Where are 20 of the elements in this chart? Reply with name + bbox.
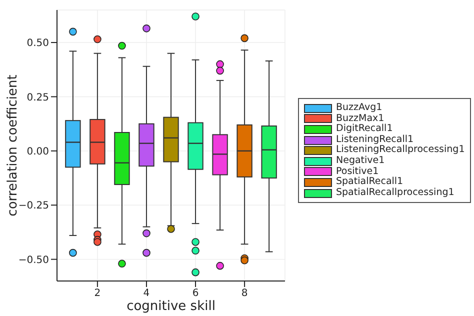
legend-label: ListeningRecallprocessing1 bbox=[336, 144, 465, 156]
y-tick-label: 0.25 bbox=[26, 92, 49, 104]
y-tick-label: 0.50 bbox=[26, 38, 49, 50]
x-axis-title: cognitive skill bbox=[126, 299, 216, 314]
y-tick-label: 0.00 bbox=[26, 146, 49, 158]
x-tick-label: 6 bbox=[192, 288, 199, 300]
legend-label: ListeningRecall1 bbox=[336, 134, 414, 145]
y-tick-label: −0.25 bbox=[18, 200, 49, 212]
legend-label: BuzzAvg1 bbox=[336, 102, 382, 114]
x-tick-label: 4 bbox=[143, 288, 150, 300]
legend-label: SpatialRecallprocessing1 bbox=[336, 186, 454, 198]
legend-label: SpatialRecall1 bbox=[336, 176, 404, 188]
x-tick-label: 8 bbox=[241, 288, 248, 300]
legend-label: Positive1 bbox=[336, 166, 379, 177]
legend-label: DigitRecall1 bbox=[336, 123, 393, 134]
legend-label: BuzzMax1 bbox=[336, 112, 384, 124]
y-tick-label: −0.50 bbox=[18, 254, 49, 266]
legend-label: Negative1 bbox=[336, 154, 385, 166]
x-tick-label: 2 bbox=[94, 288, 101, 300]
y-axis-title: correlation coefficient bbox=[6, 74, 21, 216]
